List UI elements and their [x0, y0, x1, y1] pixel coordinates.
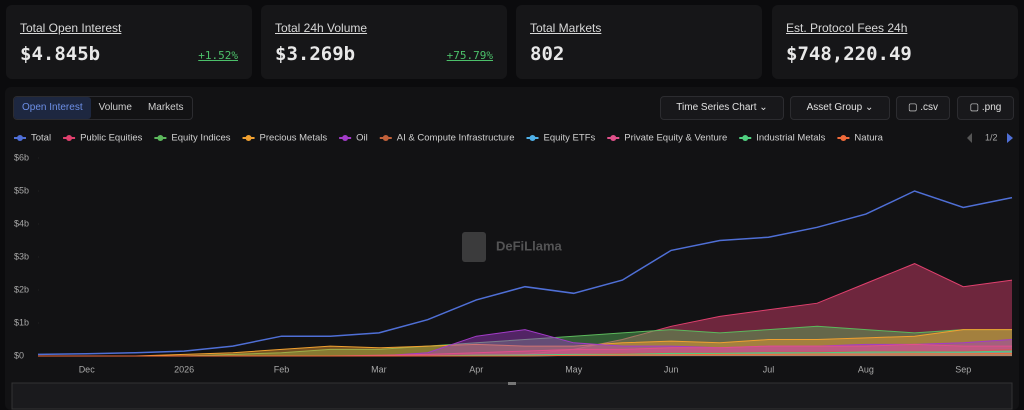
legend-item[interactable]: Precious Metals: [242, 133, 328, 144]
group-button[interactable]: Asset Group ⌄: [790, 96, 890, 120]
x-tick-label: Jun: [664, 364, 679, 374]
area-fill: [38, 263, 1012, 356]
legend-item[interactable]: Natura: [837, 133, 884, 144]
area-fill: [38, 326, 1012, 356]
series-line: [38, 352, 1013, 357]
area-fill: [38, 352, 1012, 356]
y-tick-label: $4b: [14, 218, 29, 228]
png-button[interactable]: ▢ .png: [957, 96, 1014, 120]
legend-swatch-dot: [382, 135, 389, 141]
card-title: Total Markets: [530, 21, 602, 35]
legend-label: Natura: [854, 133, 883, 144]
legend-label: Precious Metals: [260, 133, 328, 144]
card-title: Total Open Interest: [20, 21, 122, 35]
legend-label: Public Equities: [80, 133, 143, 144]
range-slider[interactable]: [11, 382, 1013, 410]
series-line: [38, 329, 1012, 357]
legend-label: Equity Indices: [171, 133, 230, 144]
legend-label: Total: [31, 133, 51, 144]
x-tick-label: Apr: [469, 364, 483, 374]
legend-swatch-dot: [742, 135, 749, 141]
slider-grip[interactable]: [508, 382, 516, 385]
legend-swatch-dot: [157, 135, 164, 141]
card-title: Est. Protocol Fees 24h: [786, 21, 908, 35]
button-label: .csv: [920, 102, 938, 113]
legend-label: Industrial Metals: [756, 133, 825, 144]
card-value: $748,220.49: [786, 43, 912, 65]
stat-card: Total 24h Volume $3.269b +75.79%: [261, 5, 507, 79]
card-value: 802: [530, 43, 565, 65]
button-label: Asset Group: [806, 102, 863, 113]
card-value: $3.269b: [275, 43, 356, 65]
stat-card: Total Markets 802: [516, 5, 762, 79]
stat-card: Total Open Interest $4.845b +1.52%: [6, 5, 252, 79]
legend-label: Equity ETFs: [544, 133, 596, 144]
legend-swatch-dot: [245, 135, 252, 141]
legend-swatch-dot: [610, 135, 617, 141]
button-label: Time Series Chart: [676, 102, 757, 113]
legend-item[interactable]: Equity ETFs: [526, 133, 596, 144]
legend-item[interactable]: Industrial Metals: [739, 133, 826, 144]
tab[interactable]: Markets: [147, 102, 184, 113]
legend-label: Oil: [356, 133, 368, 144]
tab[interactable]: Open Interest: [14, 97, 91, 119]
x-tick-label: Sep: [955, 364, 971, 374]
legend-swatch-dot: [840, 135, 847, 141]
x-tick-label: Mar: [371, 364, 387, 374]
csv-button[interactable]: ▢ .csv: [896, 96, 950, 120]
y-tick-label: $5b: [14, 185, 29, 195]
legend-swatch-dot: [342, 135, 349, 141]
legend-label: Private Equity & Venture: [624, 133, 727, 144]
legend-swatch-dot: [17, 135, 23, 141]
legend-item[interactable]: Public Equities: [63, 133, 143, 144]
legend-swatch-dot: [66, 135, 73, 141]
y-tick-label: $2b: [14, 284, 29, 294]
card-value: $4.845b: [20, 43, 101, 65]
tab[interactable]: Volume: [98, 102, 132, 113]
legend-item[interactable]: Total: [14, 133, 51, 144]
series-line: [38, 325, 1012, 357]
card-title: Total 24h Volume: [275, 21, 368, 35]
x-tick-label: 2026: [174, 364, 194, 374]
stat-card: Est. Protocol Fees 24h $748,220.49: [772, 5, 1018, 79]
y-tick-label: $6b: [14, 152, 29, 162]
area-fill: [38, 329, 1012, 356]
legend-next[interactable]: [1007, 133, 1013, 143]
chart-type-button[interactable]: Time Series Chart ⌄: [660, 96, 784, 120]
y-tick-label: $0: [14, 350, 24, 360]
legend-item[interactable]: Oil: [339, 133, 368, 144]
watermark-logo: [462, 232, 486, 262]
tab-group: Open Interest Volume Markets: [13, 96, 193, 120]
y-tick-label: $3b: [14, 251, 29, 261]
area-fill: [38, 353, 1012, 356]
legend-page: 1/2: [985, 132, 998, 142]
legend-item[interactable]: AI & Compute Infrastructure: [379, 133, 515, 144]
watermark-text: DeFiLlama: [496, 238, 563, 253]
card-change: +1.52%: [198, 49, 238, 62]
card-change: +75.79%: [446, 49, 493, 62]
x-tick-label: May: [565, 364, 583, 374]
x-tick-label: Feb: [274, 364, 290, 374]
legend-label: AI & Compute Infrastructure: [397, 133, 515, 144]
legend-prev[interactable]: [967, 133, 972, 143]
button-label: .png: [981, 102, 1002, 113]
watermark: DeFiLlama: [462, 232, 563, 262]
y-tick-label: $1b: [14, 317, 29, 327]
legend-swatch-dot: [529, 135, 536, 141]
x-tick-label: Jul: [763, 364, 775, 374]
legend-item[interactable]: Equity Indices: [154, 133, 231, 144]
legend-item[interactable]: Private Equity & Venture: [607, 133, 727, 144]
x-tick-label: Dec: [79, 364, 96, 374]
x-tick-label: Aug: [858, 364, 874, 374]
series-line: [37, 190, 1013, 356]
